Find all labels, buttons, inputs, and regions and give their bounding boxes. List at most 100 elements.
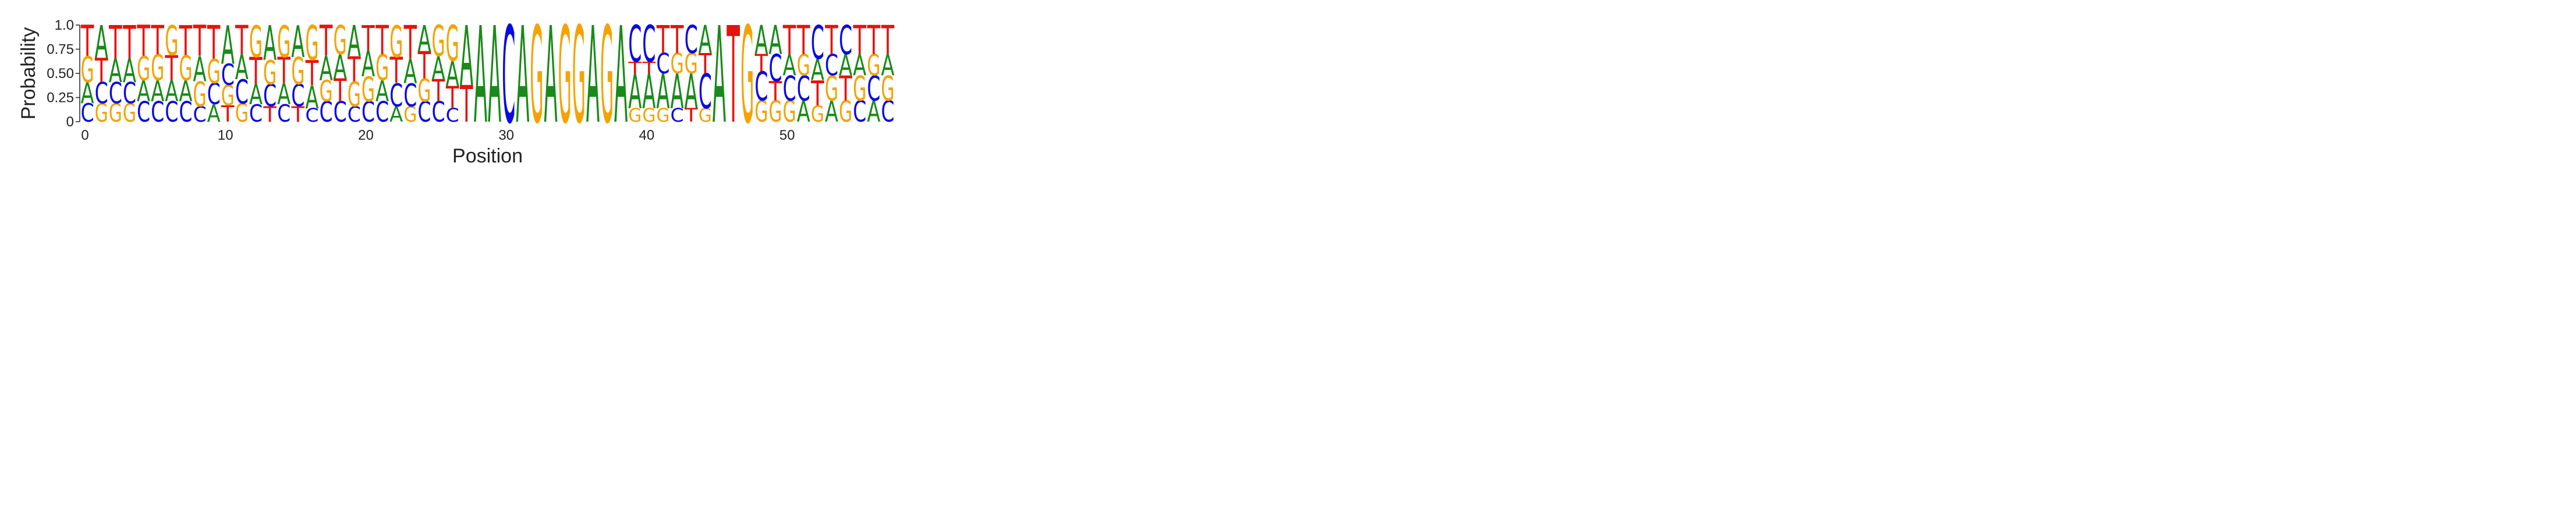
logo-letter-A-pos-44: A	[699, 18, 712, 63]
logo-letter-G-pos-18: G	[334, 18, 347, 64]
logo-letter-A-pos-45: A	[713, 0, 726, 154]
logo-letter-T-pos-42: T	[670, 17, 683, 62]
y-tick-label: 1.0	[55, 17, 74, 33]
logo-letter-A-pos-27: A	[460, 10, 473, 105]
logo-letter-G-pos-48: G	[754, 95, 768, 129]
logo-letter-G-pos-26: G	[446, 15, 459, 73]
logo-letter-A-pos-36: A	[586, 0, 600, 154]
logo-letter-C-pos-42: C	[671, 105, 684, 126]
logo-letter-A-pos-12: A	[249, 79, 263, 111]
logo-letter-T-pos-3: T	[123, 17, 137, 69]
logo-letter-T-pos-1: T	[94, 52, 108, 90]
y-ticks: 0 0.25 0.50 0.75 1.0	[47, 17, 80, 130]
logo-letter-A-pos-48: A	[754, 17, 768, 63]
x-tick-label: 50	[779, 128, 795, 143]
logo-letter-G-pos-34: G	[558, 0, 572, 154]
logo-letter-T-pos-23: T	[403, 16, 417, 70]
logo-letter-G-pos-55: G	[853, 69, 866, 109]
logo-letter-G-pos-41: G	[656, 105, 669, 126]
logo-letter-A-pos-54: A	[839, 49, 852, 83]
logo-letter-G-pos-7: G	[179, 48, 192, 88]
logo-letter-G-pos-52: G	[811, 101, 824, 128]
logo-letter-G-pos-47: G	[740, 0, 754, 154]
logo-letter-A-pos-49: A	[768, 17, 782, 63]
logo-letter-C-pos-12: C	[249, 100, 263, 128]
logo-letter-T-pos-40: T	[642, 59, 656, 77]
logo-letter-C-pos-49: C	[768, 47, 782, 90]
logo-letter-T-pos-50: T	[782, 17, 796, 63]
logo-letter-C-pos-43: C	[685, 19, 698, 63]
logo-letter-G-pos-51: G	[797, 48, 810, 82]
logo-letter-G-pos-24: G	[417, 73, 431, 109]
logo-letter-G-pos-11: G	[235, 98, 249, 128]
logo-letter-G-pos-16: G	[305, 16, 318, 72]
logo-letter-A-pos-26: A	[446, 55, 459, 95]
logo-letter-T-pos-21: T	[375, 17, 389, 63]
logo-letter-A-pos-11: A	[235, 48, 249, 88]
logo-letter-A-pos-53: A	[825, 95, 838, 129]
logo-letter-G-pos-19: G	[348, 75, 361, 115]
x-tick-label: 20	[358, 128, 374, 143]
logo-letter-A-pos-21: A	[375, 75, 389, 109]
logo-letter-T-pos-54: T	[839, 68, 853, 109]
logo-letter-A-pos-7: A	[179, 75, 192, 109]
logo-letter-C-pos-48: C	[754, 63, 768, 110]
logo-letter-A-pos-8: A	[193, 49, 206, 90]
logo-letter-C-pos-8: C	[193, 103, 206, 128]
logo-letter-A-pos-4: A	[137, 75, 150, 109]
x-tick-label: 30	[498, 128, 514, 143]
logo-letter-A-pos-23: A	[403, 54, 417, 92]
logo-letter-A-pos-15: A	[291, 16, 304, 68]
logo-letter-C-pos-26: C	[446, 105, 459, 126]
logo-letter-A-pos-55: A	[853, 49, 866, 83]
logo-letter-G-pos-17: G	[320, 75, 333, 108]
logo-letter-A-pos-20: A	[362, 43, 375, 85]
logo-glyphs: CAGTGCTAGCATGCATCAGTCAGTCATGCAGTCGATACGT…	[80, 0, 894, 154]
logo-letter-T-pos-7: T	[179, 17, 193, 65]
logo-letter-T-pos-26: T	[445, 80, 459, 115]
logo-letter-A-pos-0: A	[80, 77, 94, 111]
logo-letter-T-pos-49: T	[768, 76, 782, 107]
logo-letter-C-pos-44: C	[699, 64, 712, 120]
x-ticks: 0 10 20 30 40 50	[81, 128, 795, 143]
logo-letter-T-pos-25: T	[431, 73, 445, 109]
y-tick-label: 0.50	[47, 66, 74, 82]
logo-letter-G-pos-22: G	[389, 17, 403, 68]
logo-letter-C-pos-18: C	[334, 96, 347, 129]
logo-letter-A-pos-52: A	[811, 54, 824, 88]
logo-letter-A-pos-51: A	[797, 95, 810, 129]
logo-letter-A-pos-6: A	[165, 75, 178, 109]
logo-letter-G-pos-54: G	[839, 95, 852, 129]
logo-letter-C-pos-52: C	[811, 16, 824, 70]
logo-letter-A-pos-28: A	[474, 0, 487, 154]
logo-letter-T-pos-53: T	[825, 17, 838, 63]
logo-letter-T-pos-44: T	[698, 48, 712, 80]
logo-letter-G-pos-49: G	[768, 95, 782, 129]
logo-letter-G-pos-1: G	[95, 98, 108, 128]
logo-letter-C-pos-41: C	[656, 48, 669, 80]
logo-letter-C-pos-20: C	[362, 96, 375, 129]
logo-letter-T-pos-9: T	[207, 16, 221, 70]
logo-letter-G-pos-15: G	[291, 49, 304, 93]
logo-letter-C-pos-14: C	[277, 100, 290, 128]
logo-letter-A-pos-56: A	[867, 95, 880, 129]
logo-letter-G-pos-0: G	[80, 49, 94, 91]
logo-letter-T-pos-43: T	[684, 105, 699, 126]
logo-letter-A-pos-31: A	[516, 0, 529, 154]
logo-letter-A-pos-25: A	[432, 49, 445, 87]
logo-letter-T-pos-4: T	[137, 16, 151, 66]
logo-letter-C-pos-16: C	[305, 105, 318, 126]
logo-letter-A-pos-57: A	[881, 49, 894, 83]
logo-letter-T-pos-41: T	[656, 17, 669, 62]
logo-letter-G-pos-39: G	[628, 105, 642, 126]
logo-letter-G-pos-23: G	[403, 102, 417, 127]
logo-letter-G-pos-35: G	[572, 0, 586, 154]
logo-letter-T-pos-2: T	[108, 17, 122, 69]
logo-letter-C-pos-25: C	[432, 96, 445, 129]
sequence-logo-chart: CAGTGCTAGCATGCATCAGTCAGTCATGCAGTCGATACGT…	[17, 0, 895, 167]
logo-letter-C-pos-55: C	[853, 95, 866, 129]
logo-letter-A-pos-1: A	[95, 17, 108, 69]
logo-letter-T-pos-13: T	[263, 102, 277, 127]
logo-letter-T-pos-6: T	[165, 48, 179, 88]
logo-letter-T-pos-39: T	[628, 59, 642, 77]
